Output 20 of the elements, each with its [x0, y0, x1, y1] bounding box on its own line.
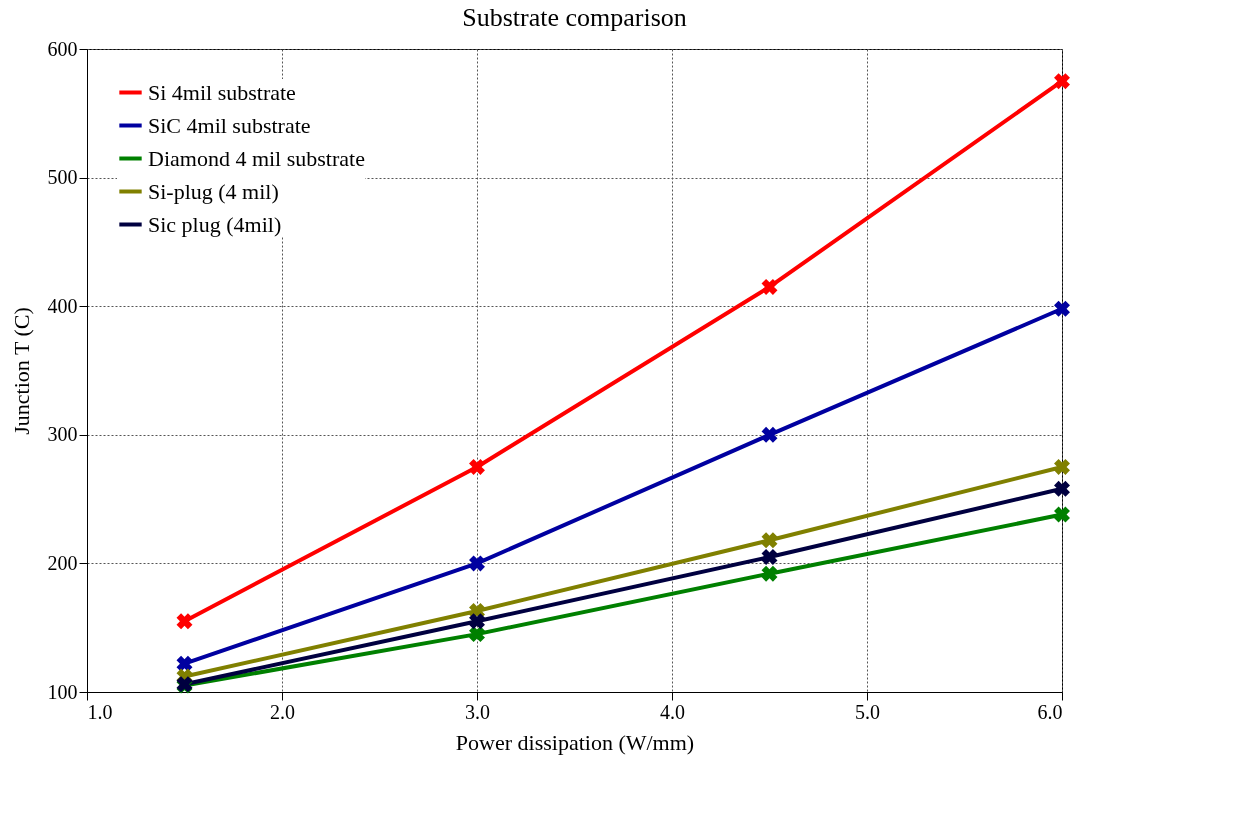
legend-label: Si-plug (4 mil)	[148, 178, 279, 204]
y-tick-label: 200	[47, 551, 78, 574]
legend-label: SiC 4mil substrate	[148, 112, 311, 138]
x-tick-label: 6.0	[1037, 700, 1063, 723]
x-tick-label: 3.0	[465, 700, 490, 723]
x-tick-label: 4.0	[660, 700, 685, 723]
y-tick-label: 600	[47, 37, 78, 60]
legend-label: Sic plug (4mil)	[148, 211, 282, 237]
x-tick-label: 2.0	[270, 700, 295, 723]
legend-label: Diamond 4 mil substrate	[148, 145, 365, 171]
x-axis-title: Power dissipation (W/mm)	[455, 729, 695, 755]
y-tick-label: 500	[47, 166, 78, 189]
y-tick-label: 300	[47, 423, 78, 446]
y-axis-title: Junction T (C)	[8, 307, 34, 435]
legend-label: Si 4mil substrate	[148, 79, 296, 105]
x-tick-label: 5.0	[855, 700, 880, 723]
y-tick-label: 100	[47, 680, 78, 703]
x-tick-label: 1.0	[87, 700, 113, 723]
chart-title: Substrate comparison	[462, 3, 687, 32]
y-tick-label: 400	[47, 294, 78, 317]
